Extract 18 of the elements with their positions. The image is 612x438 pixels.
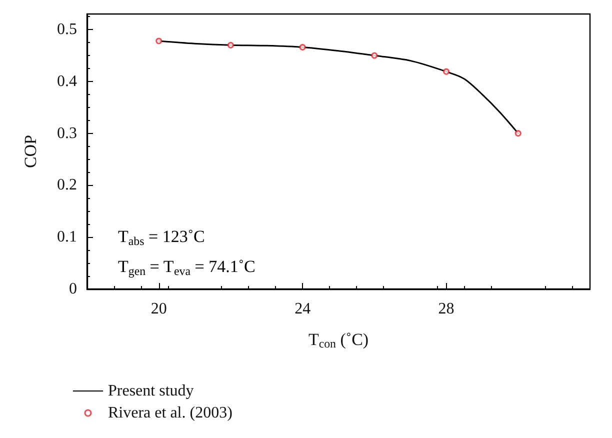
point [156,38,162,44]
y-tick-label: 0.5 [57,21,77,38]
x-tick-label: 28 [438,300,454,318]
legend-label: Rivera et al. (2003) [108,404,232,422]
y-tick-label: 0 [69,280,77,298]
y-tick-label: 0.3 [57,124,77,142]
point [514,130,522,137]
point [299,44,306,50]
y-tick-label: 0.2 [57,176,77,194]
x-tick-label: 20 [150,300,167,318]
point [443,68,450,75]
y-tick-label: 0.4 [57,72,77,90]
y-axis-title: COP [21,134,40,168]
x-tick-label: 24 [294,300,311,318]
legend-label: Present study [108,382,194,400]
point [371,52,378,59]
y-tick-label: 0.1 [57,228,77,246]
point [227,42,234,48]
